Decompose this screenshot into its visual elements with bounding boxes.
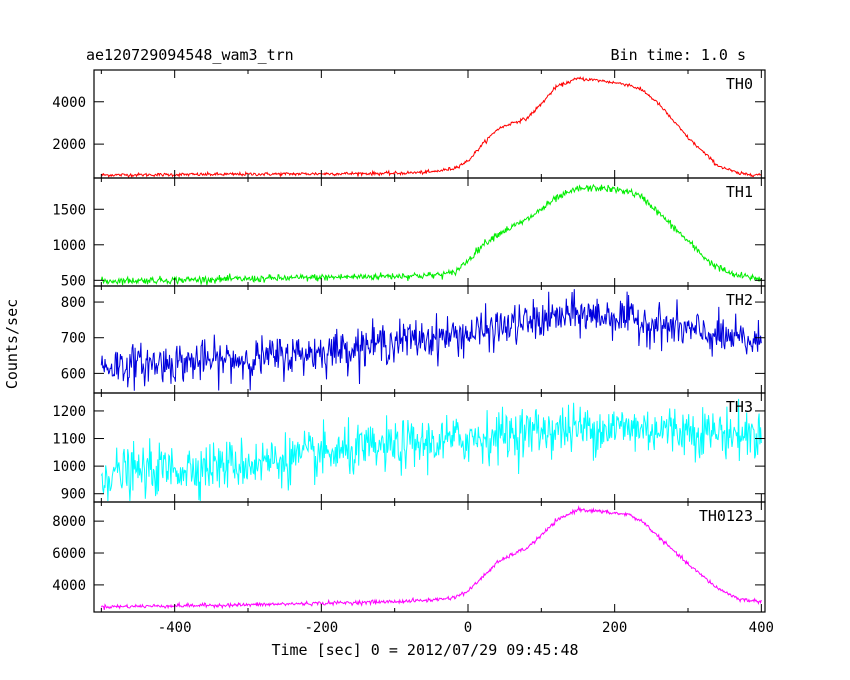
y-tick-label-th0123: 4000 — [52, 578, 86, 594]
panel-frame-th0123 — [93, 501, 766, 613]
y-tick-label-th0123: 6000 — [52, 546, 86, 562]
chart-title: ae120729094548_wam3_trn — [86, 46, 294, 64]
x-tick-label: -200 — [304, 620, 338, 636]
x-tick-label: 0 — [464, 620, 472, 636]
panel-frame-th1 — [93, 177, 766, 287]
y-tick-label-th2: 600 — [61, 366, 86, 382]
y-tick-label-th3: 1100 — [52, 432, 86, 448]
panel-label-th2: TH2 — [726, 291, 753, 309]
y-tick-label-th3: 900 — [61, 487, 86, 503]
panel-label-th0123: TH0123 — [699, 507, 753, 525]
y-tick-label-th0: 4000 — [52, 95, 86, 111]
panel-label-th1: TH1 — [726, 183, 753, 201]
bin-time-label: Bin time: 1.0 s — [611, 46, 746, 64]
panel-frame-th0 — [93, 69, 766, 179]
series-line-th3 — [100, 398, 762, 502]
y-tick-label-th2: 700 — [61, 331, 86, 347]
y-axis-label: Counts/sec — [3, 299, 21, 389]
y-tick-label-th0: 2000 — [52, 137, 86, 153]
x-axis-label: Time [sec] 0 = 2012/07/29 09:45:48 — [271, 641, 578, 659]
panel-frame-th2 — [93, 285, 766, 394]
y-tick-label-th3: 1200 — [52, 404, 86, 420]
y-tick-label-th1: 500 — [61, 273, 86, 289]
series-line-th2 — [100, 289, 762, 391]
y-tick-label-th1: 1500 — [52, 202, 86, 218]
y-tick-label-th0123: 8000 — [52, 514, 86, 530]
y-tick-label-th1: 1000 — [52, 238, 86, 254]
panel-label-th3: TH3 — [726, 398, 753, 416]
y-tick-label-th3: 1000 — [52, 459, 86, 475]
series-line-th1 — [100, 183, 762, 286]
x-tick-label: -400 — [158, 620, 192, 636]
series-line-th0123 — [100, 505, 762, 611]
x-tick-label: 400 — [749, 620, 774, 636]
y-tick-label-th2: 800 — [61, 295, 86, 311]
x-tick-label: 200 — [602, 620, 627, 636]
series-line-th0 — [100, 76, 762, 179]
panel-label-th0: TH0 — [726, 75, 753, 93]
